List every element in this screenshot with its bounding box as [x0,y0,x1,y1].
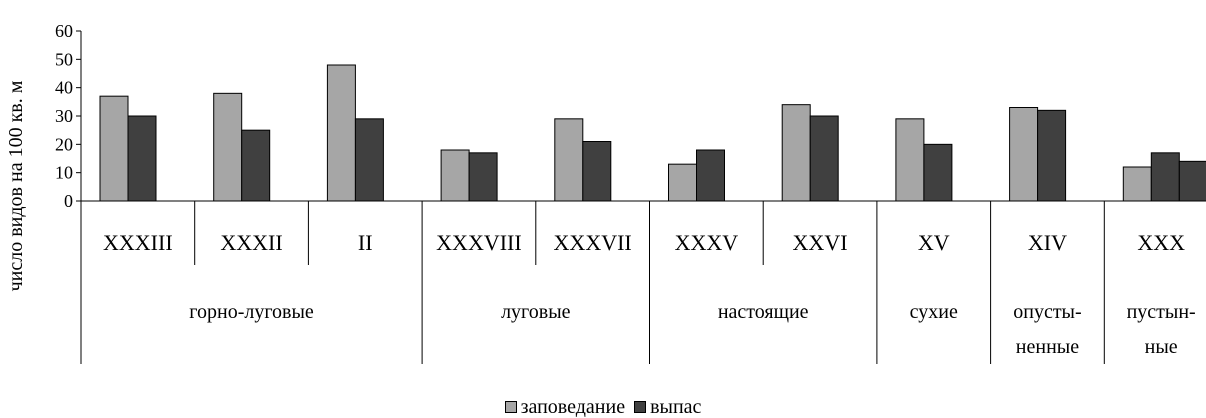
bar-grazing [127,115,157,202]
group-label: настоящие [718,301,809,323]
bar-grazing [1150,152,1180,202]
y-tick-label: 40 [55,78,73,98]
site-label: XXX [1137,230,1185,255]
y-tick-label: 30 [55,106,73,126]
bar-grazing [1037,109,1067,202]
group-label: ные [1145,336,1178,358]
legend: заповедание выпас [0,396,1206,418]
bar-reserve [99,95,129,202]
bar-grazing [582,141,612,202]
bar-reserve [668,163,697,202]
bar-reserve [1009,107,1039,202]
bar-grazing [923,143,953,202]
y-axis-label: число видов на 100 кв. м [5,80,27,291]
bar-reserve [440,149,470,202]
site-label: XXXV [675,230,739,255]
y-axis: 0 10 20 30 40 50 60 [55,21,82,211]
legend-label-grazing: выпас [650,396,702,418]
bar-grazing [696,149,725,202]
site-label: XIV [1028,230,1067,255]
bar-chart: число видов на 100 кв. м 0 10 20 30 40 50 60 X… [5,21,1206,364]
y-tick-label: 50 [55,49,73,69]
bar-reserve [781,104,811,202]
legend-item-grazing: выпас [634,396,701,418]
bars [99,64,1206,202]
bar-reserve [326,64,356,202]
bar-reserve [213,92,243,202]
site-label: XXVI [793,230,848,255]
site-label: XV [918,230,950,255]
group-label: пустын- [1127,301,1196,323]
y-tick-label: 20 [55,134,73,154]
bar-grazing [354,118,384,202]
bar-grazing [809,115,839,202]
bar-grazing [241,129,271,202]
category-axis: XXXIII XXXII II XXXVIII XXXVII XXXV XXVI XV XIV X… [80,200,1206,364]
legend-label-reserve: заповедание [520,396,626,418]
y-tick-label: 60 [55,21,73,41]
group-label: ненные [1016,336,1079,358]
y-tick-label: 10 [55,163,73,183]
site-label: XXXVIII [436,230,522,255]
site-label: XXXVII [554,230,632,255]
legend-swatch-reserve [504,401,517,413]
site-label: II [358,230,373,255]
bar-reserve [895,118,925,202]
site-label: XXXIII [103,230,173,255]
group-label: сухие [910,301,958,323]
bar-grazing [468,152,498,202]
bar-reserve [554,118,584,202]
y-tick-label: 0 [64,191,73,211]
bar-reserve [1122,166,1152,202]
group-label: опусты- [1013,301,1081,323]
legend-item-reserve: заповедание [504,396,626,418]
bar-grazing [1178,160,1206,202]
group-label: луговые [501,301,571,323]
site-label: XXXII [220,230,282,255]
group-label: горно-луговые [189,301,314,323]
legend-swatch-grazing [634,401,647,413]
